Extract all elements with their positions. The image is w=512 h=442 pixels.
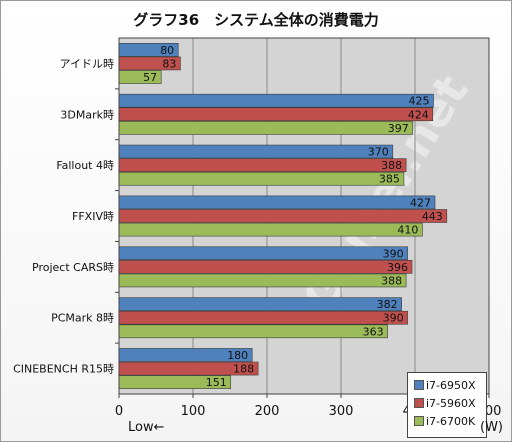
category-label: Fallout 4時 [56, 159, 114, 172]
bar [118, 222, 423, 237]
plot-border [118, 37, 490, 395]
bar-value-label: 363 [363, 325, 384, 338]
bar-value-label: 80 [160, 44, 174, 57]
chart-title: グラフ36 システム全体の消費電力 [133, 11, 379, 29]
x-tick-label: 100 [181, 404, 206, 419]
bar-value-label: 425 [409, 95, 430, 108]
category-label: FFXIV時 [72, 210, 114, 223]
bar [118, 260, 413, 274]
category-label: CINEBENCH R15時 [13, 363, 114, 376]
bar-value-label: 397 [388, 122, 409, 135]
bar [118, 297, 402, 311]
legend-swatch [414, 416, 424, 426]
x-tick-label: 300 [329, 404, 354, 419]
bar-value-label: 151 [206, 376, 227, 389]
bar [118, 158, 407, 172]
bar-value-label: 188 [233, 363, 254, 376]
chart-legend: i7-6950X i7-5960X i7-6700K [407, 372, 487, 438]
bar-value-label: 410 [397, 224, 418, 237]
bar-value-label: 390 [383, 247, 404, 260]
legend-swatch [414, 398, 424, 408]
bar [118, 209, 448, 223]
bar-value-label: 396 [387, 261, 408, 274]
bar [118, 107, 434, 122]
x-axis-low-label: Low← [128, 420, 165, 435]
bar-value-label: 390 [383, 312, 404, 325]
legend-item-i7-6950x: i7-6950X [414, 379, 476, 393]
legend-item-i7-5960x: i7-5960X [414, 397, 476, 411]
bar-value-label: 180 [227, 349, 248, 362]
x-tick-label: 0 [115, 404, 123, 419]
bar-value-label: 424 [408, 108, 429, 121]
bar [118, 144, 394, 159]
bar [118, 324, 388, 339]
bar-value-label: 382 [377, 298, 398, 311]
bar [118, 121, 414, 135]
bar [118, 195, 436, 210]
bar-value-label: 388 [381, 159, 402, 172]
category-label: Project CARS時 [32, 261, 114, 274]
bar-value-label: 370 [368, 146, 389, 159]
category-label: PCMark 8時 [51, 312, 114, 325]
x-axis-unit-label: (W) [480, 420, 503, 435]
category-label: アイドル時 [60, 57, 114, 70]
x-tick-label: 200 [255, 404, 280, 419]
bar-value-label: 57 [143, 71, 157, 84]
bar-value-label: 83 [162, 57, 176, 70]
bar [118, 171, 405, 186]
bar [118, 273, 407, 288]
legend-label: i7-6950X [426, 379, 476, 392]
legend-item-i7-6700k: i7-6700K [414, 415, 475, 429]
legend-label: i7-5960X [426, 397, 476, 410]
bar-value-label: 388 [381, 274, 402, 287]
legend-swatch [414, 380, 424, 390]
bar [118, 93, 434, 108]
bar [118, 310, 408, 325]
category-label: 3DMark時 [60, 108, 114, 121]
bar-value-label: 385 [379, 173, 400, 186]
bar [118, 246, 408, 261]
bar-value-label: 443 [422, 210, 443, 223]
bar-value-label: 427 [410, 196, 431, 209]
legend-label: i7-6700K [426, 415, 476, 428]
